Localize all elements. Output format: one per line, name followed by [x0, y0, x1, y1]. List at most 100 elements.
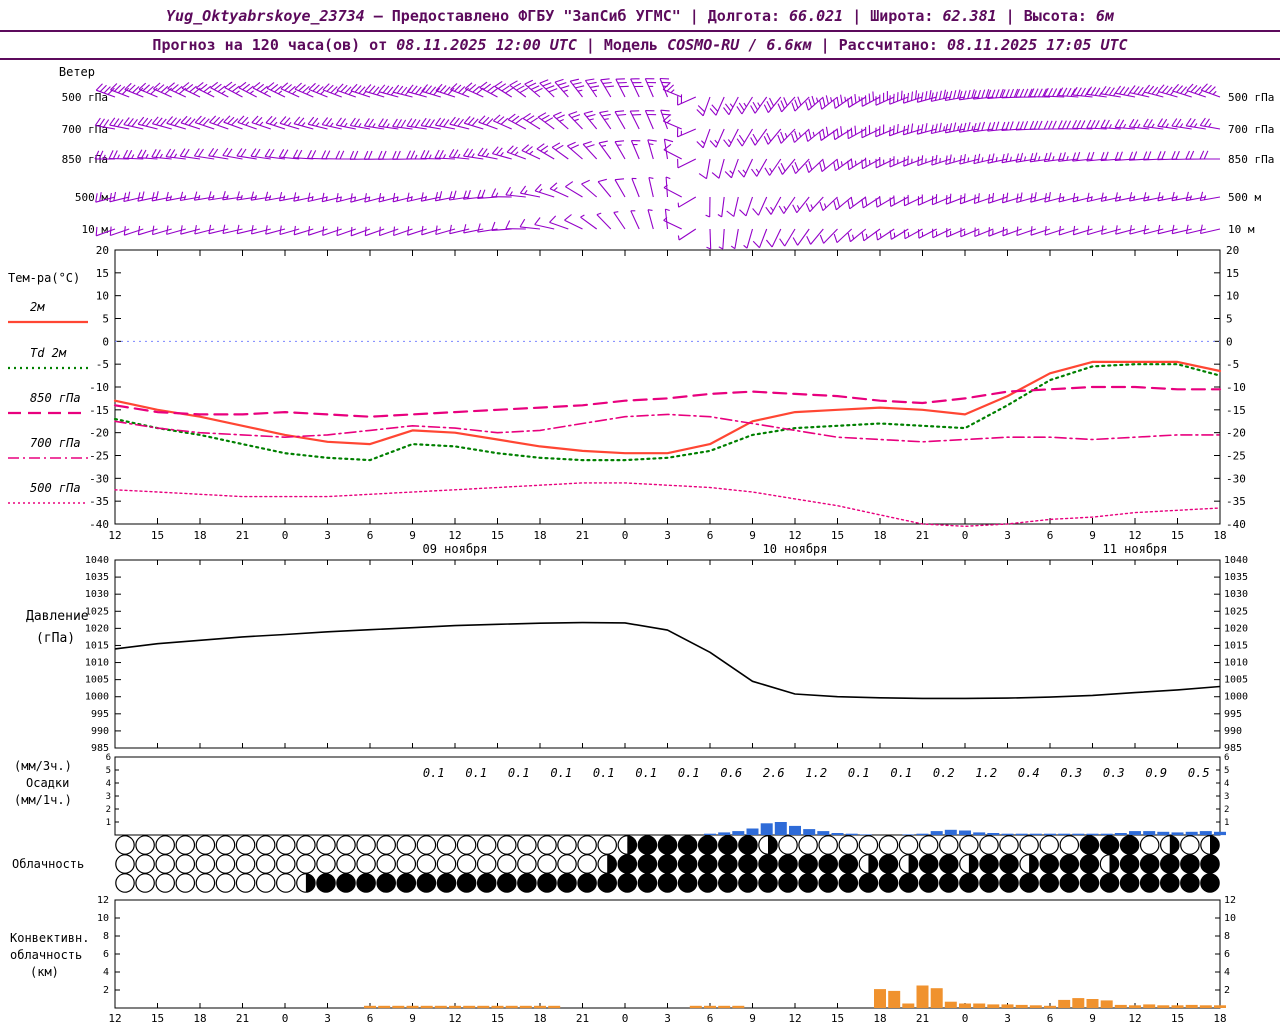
- svg-text:1015: 1015: [1224, 640, 1248, 651]
- svg-text:1030: 1030: [85, 589, 109, 600]
- separator-icon: |: [820, 36, 830, 54]
- svg-text:1010: 1010: [85, 658, 109, 669]
- svg-text:9: 9: [749, 529, 756, 542]
- svg-text:12: 12: [108, 1012, 121, 1024]
- svg-text:-20: -20: [89, 427, 109, 440]
- svg-text:1.2: 1.2: [975, 766, 997, 780]
- svg-text:3: 3: [664, 529, 671, 542]
- svg-text:Осадки: Осадки: [26, 776, 69, 790]
- svg-text:(км): (км): [30, 965, 59, 979]
- svg-text:10: 10: [1226, 290, 1239, 303]
- svg-text:11 ноября: 11 ноября: [1102, 542, 1167, 556]
- svg-text:8: 8: [1224, 931, 1230, 942]
- svg-text:0.1: 0.1: [848, 766, 870, 780]
- svg-text:-25: -25: [89, 450, 109, 463]
- svg-text:21: 21: [916, 529, 929, 542]
- svg-text:1005: 1005: [1224, 675, 1248, 686]
- svg-text:15: 15: [151, 1012, 164, 1024]
- separator-icon: |: [689, 7, 699, 25]
- latitude-label: Широта:: [870, 7, 934, 25]
- svg-text:0.2: 0.2: [933, 766, 955, 780]
- svg-text:990: 990: [1224, 726, 1242, 737]
- altitude-label: Высота:: [1023, 7, 1087, 25]
- svg-text:9: 9: [1089, 529, 1096, 542]
- svg-text:6: 6: [1047, 529, 1054, 542]
- svg-text:1035: 1035: [1224, 572, 1248, 583]
- svg-text:1025: 1025: [85, 606, 109, 617]
- svg-text:18: 18: [533, 529, 546, 542]
- svg-text:2: 2: [106, 805, 111, 815]
- convective-panel: 2 2 4 4 6 6 8 8 10 10 12 12 Конвективн. облачность (км…: [10, 895, 1236, 1024]
- svg-text:1030: 1030: [1224, 589, 1248, 600]
- svg-text:-35: -35: [1226, 495, 1246, 508]
- svg-text:15: 15: [491, 529, 504, 542]
- svg-text:4: 4: [1224, 779, 1229, 789]
- svg-text:6: 6: [707, 1012, 714, 1024]
- svg-text:Тем-ра(°C): Тем-ра(°C): [8, 271, 80, 285]
- altitude-value: 6м: [1095, 7, 1114, 25]
- svg-text:700 гПа: 700 гПа: [1228, 123, 1274, 136]
- svg-text:-15: -15: [1226, 404, 1246, 417]
- svg-text:1: 1: [1224, 818, 1229, 828]
- svg-text:5: 5: [1226, 313, 1233, 326]
- calc-label: Рассчитано:: [838, 36, 938, 54]
- svg-text:12: 12: [788, 1012, 801, 1024]
- svg-text:0.6: 0.6: [720, 766, 742, 780]
- svg-text:700 гПа: 700 гПа: [30, 436, 81, 450]
- svg-text:1000: 1000: [1224, 692, 1248, 703]
- svg-text:2: 2: [103, 985, 109, 996]
- svg-text:21: 21: [576, 529, 589, 542]
- svg-text:0.1: 0.1: [593, 766, 615, 780]
- svg-text:0: 0: [102, 335, 109, 348]
- svg-text:0.5: 0.5: [1188, 766, 1210, 780]
- svg-text:12: 12: [1128, 1012, 1141, 1024]
- svg-text:15: 15: [1226, 267, 1239, 280]
- longitude-label: Долгота:: [707, 7, 781, 25]
- svg-text:18: 18: [193, 1012, 206, 1024]
- svg-text:0: 0: [622, 529, 629, 542]
- svg-text:12: 12: [97, 895, 109, 906]
- svg-text:500 гПа: 500 гПа: [62, 91, 108, 104]
- svg-text:0.4: 0.4: [1018, 766, 1040, 780]
- svg-text:10 м: 10 м: [82, 223, 109, 236]
- separator-icon: |: [585, 36, 595, 54]
- svg-text:0.3: 0.3: [1103, 766, 1125, 780]
- svg-text:500 гПа: 500 гПа: [1228, 91, 1274, 104]
- model-value: COSMO-RU / 6.6км: [667, 36, 812, 54]
- svg-text:-5: -5: [1226, 358, 1239, 371]
- svg-text:Td 2м: Td 2м: [30, 346, 67, 360]
- svg-text:0: 0: [282, 529, 289, 542]
- svg-text:10: 10: [96, 290, 109, 303]
- svg-text:0.1: 0.1: [508, 766, 530, 780]
- svg-text:0: 0: [962, 1012, 969, 1024]
- svg-text:985: 985: [91, 743, 109, 754]
- svg-text:-35: -35: [89, 495, 109, 508]
- svg-text:1025: 1025: [1224, 606, 1248, 617]
- svg-text:500 гПа: 500 гПа: [30, 481, 81, 495]
- svg-text:12: 12: [788, 529, 801, 542]
- svg-text:-10: -10: [1226, 381, 1246, 394]
- svg-text:(гПа): (гПа): [36, 631, 75, 646]
- time-axis: 12 15 18 21 0 3 6 9 12 15 18 21 0 3 6 9 12 15 18 21 0 3 6 9 12 15…: [108, 529, 1226, 556]
- svg-text:6: 6: [367, 529, 374, 542]
- svg-text:18: 18: [1213, 529, 1226, 542]
- svg-text:15: 15: [1171, 1012, 1184, 1024]
- svg-text:09 ноября: 09 ноября: [422, 542, 487, 556]
- svg-text:0.1: 0.1: [550, 766, 572, 780]
- svg-text:12: 12: [1224, 895, 1236, 906]
- svg-text:12: 12: [448, 1012, 461, 1024]
- header-line-1: Yug_Oktyabrskoye_23734 – Предоставлено Ф…: [0, 7, 1280, 25]
- svg-text:850 гПа: 850 гПа: [30, 391, 81, 405]
- svg-text:-25: -25: [1226, 450, 1246, 463]
- svg-text:18: 18: [533, 1012, 546, 1024]
- svg-text:500 м: 500 м: [1228, 191, 1261, 204]
- svg-text:20: 20: [96, 244, 109, 257]
- header-divider: [0, 30, 1280, 32]
- svg-text:1020: 1020: [1224, 623, 1248, 634]
- svg-text:2: 2: [1224, 805, 1229, 815]
- svg-text:1010: 1010: [1224, 658, 1248, 669]
- header-divider: [0, 58, 1280, 60]
- svg-text:-10: -10: [89, 381, 109, 394]
